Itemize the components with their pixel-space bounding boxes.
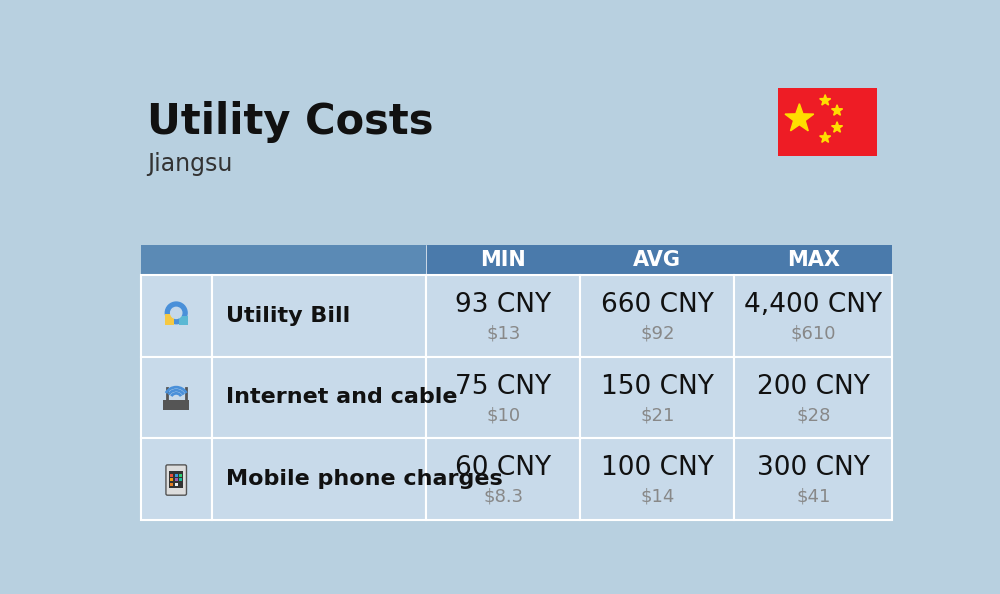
Text: 100 CNY: 100 CNY xyxy=(601,455,714,481)
Bar xyxy=(175,478,178,481)
Text: $21: $21 xyxy=(640,406,675,424)
Bar xyxy=(734,356,892,438)
Bar xyxy=(734,275,892,356)
Text: $28: $28 xyxy=(796,406,831,424)
Text: Mobile phone charges: Mobile phone charges xyxy=(226,469,503,489)
Bar xyxy=(170,483,173,486)
Bar xyxy=(179,473,182,476)
Bar xyxy=(426,245,580,275)
Bar xyxy=(734,245,892,275)
Bar xyxy=(212,356,426,438)
Text: Utility Bill: Utility Bill xyxy=(226,306,350,326)
Text: MIN: MIN xyxy=(480,250,526,270)
Bar xyxy=(163,400,189,410)
Text: AVG: AVG xyxy=(633,250,681,270)
Text: Jiangsu: Jiangsu xyxy=(147,152,232,176)
Circle shape xyxy=(165,302,187,324)
Bar xyxy=(140,245,212,275)
Text: 93 CNY: 93 CNY xyxy=(455,292,551,318)
Bar xyxy=(170,473,173,476)
Text: $610: $610 xyxy=(791,325,836,343)
Text: $10: $10 xyxy=(486,406,520,424)
Bar xyxy=(212,438,426,520)
Bar xyxy=(169,471,183,488)
FancyBboxPatch shape xyxy=(166,465,186,495)
Bar xyxy=(212,275,426,356)
Bar xyxy=(170,478,173,481)
Bar xyxy=(175,473,178,476)
Text: 300 CNY: 300 CNY xyxy=(757,455,870,481)
Text: $13: $13 xyxy=(486,325,520,343)
Text: MAX: MAX xyxy=(787,250,840,270)
Circle shape xyxy=(171,307,182,318)
Polygon shape xyxy=(820,132,831,143)
Bar xyxy=(778,89,877,156)
Bar xyxy=(175,483,178,486)
Text: 150 CNY: 150 CNY xyxy=(601,374,714,400)
Text: $92: $92 xyxy=(640,325,675,343)
Bar xyxy=(140,275,212,356)
Text: Utility Costs: Utility Costs xyxy=(147,100,433,143)
Bar xyxy=(580,245,734,275)
Bar xyxy=(179,316,188,326)
Bar xyxy=(426,356,580,438)
Text: $8.3: $8.3 xyxy=(483,488,523,505)
Bar xyxy=(140,438,212,520)
Text: 75 CNY: 75 CNY xyxy=(455,374,551,400)
Bar xyxy=(212,245,426,275)
Text: $41: $41 xyxy=(796,488,831,505)
Text: 60 CNY: 60 CNY xyxy=(455,455,551,481)
Polygon shape xyxy=(832,105,843,115)
Text: 200 CNY: 200 CNY xyxy=(757,374,870,400)
Bar xyxy=(580,356,734,438)
Text: $14: $14 xyxy=(640,488,675,505)
Text: 4,400 CNY: 4,400 CNY xyxy=(744,292,882,318)
Bar xyxy=(165,314,174,326)
Bar xyxy=(426,275,580,356)
Text: Internet and cable: Internet and cable xyxy=(226,387,457,407)
Bar xyxy=(179,478,182,481)
Polygon shape xyxy=(785,104,814,131)
Bar xyxy=(140,356,212,438)
Polygon shape xyxy=(832,122,843,132)
Bar xyxy=(734,438,892,520)
Bar xyxy=(426,438,580,520)
Text: 660 CNY: 660 CNY xyxy=(601,292,714,318)
Polygon shape xyxy=(820,94,831,105)
Bar xyxy=(580,275,734,356)
Bar xyxy=(580,438,734,520)
